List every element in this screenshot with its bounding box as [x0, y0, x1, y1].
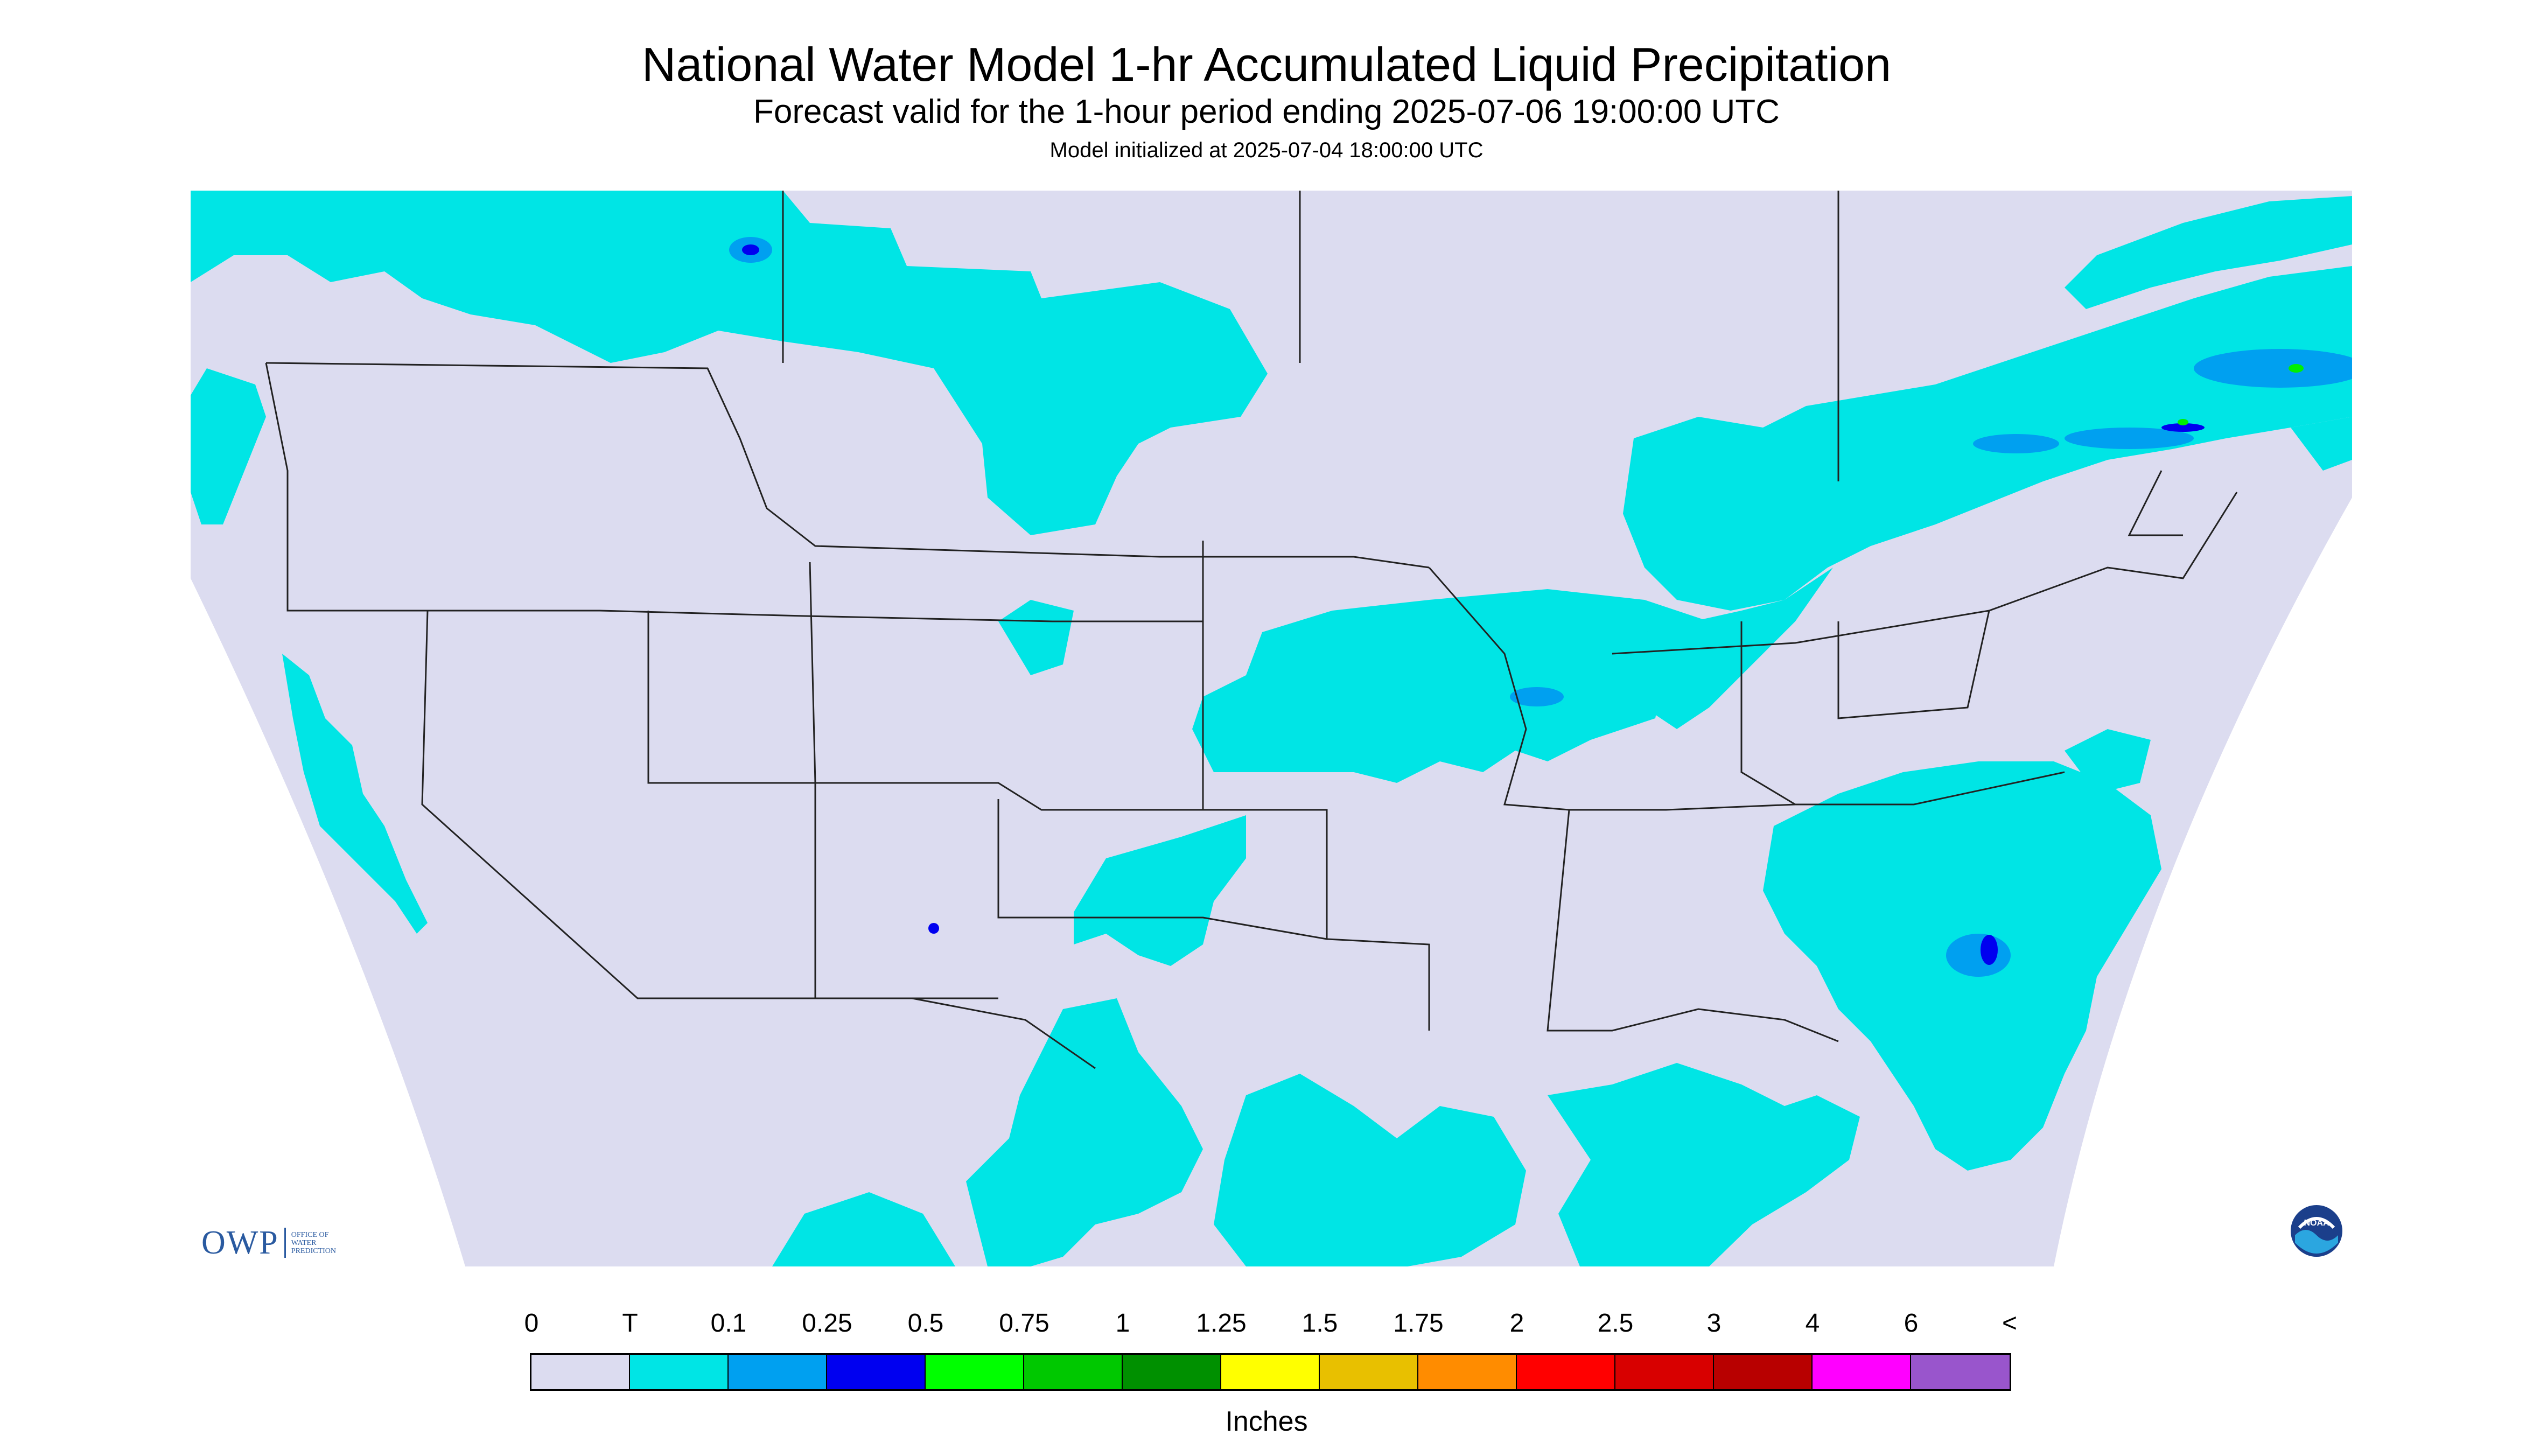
model-init-time: Model initialized at 2025-07-04 18:00:00…	[1049, 138, 1484, 162]
colorbar-cell	[1221, 1355, 1320, 1389]
colorbar-tick-label: 1.5	[1302, 1309, 1338, 1338]
owp-logo-separator	[284, 1228, 286, 1258]
colorbar-cell	[827, 1355, 926, 1389]
colorbar-tick-label: 6	[1904, 1309, 1919, 1338]
colorbar-cell	[1024, 1355, 1123, 1389]
colorbar-tick-label: 0.1	[710, 1309, 747, 1338]
colorbar-tick-label: 1.75	[1393, 1309, 1444, 1338]
colorbar-cell	[1517, 1355, 1615, 1389]
colorbar-tick-label: 1	[1115, 1309, 1130, 1338]
precip-blue	[742, 244, 2205, 965]
colorbar-tick-label: 2.5	[1597, 1309, 1634, 1338]
svg-text:NOAA: NOAA	[2304, 1219, 2329, 1228]
colorbar-units: Inches	[1225, 1406, 1308, 1437]
precip-light-blue	[729, 237, 2352, 977]
map-subtitle: Forecast valid for the 1-hour period end…	[753, 93, 1780, 130]
precip-trace-areas	[191, 191, 2352, 1266]
noaa-logo-icon: NOAA	[2291, 1205, 2342, 1257]
colorbar-cell	[1615, 1355, 1714, 1389]
owp-logo-text: OWP	[201, 1224, 279, 1261]
colorbar-tick-label: <	[2002, 1309, 2018, 1338]
colorbar-cell	[531, 1355, 630, 1389]
state-boundaries	[265, 191, 2238, 1069]
colorbar-cell	[1418, 1355, 1517, 1389]
colorbar-tick-label: 4	[1805, 1309, 1820, 1338]
owp-logo: OWP Office of Water Prediction	[201, 1223, 336, 1262]
colorbar-cell	[729, 1355, 827, 1389]
colorbar-tick-label: 0	[524, 1309, 539, 1338]
colorbar-cell	[926, 1355, 1024, 1389]
colorbar-cell	[630, 1355, 729, 1389]
colorbar-cell	[1813, 1355, 1911, 1389]
colorbar-tick-label: 0.25	[802, 1309, 852, 1338]
colorbar-tick-label: 2	[1509, 1309, 1524, 1338]
colorbar-cell	[1714, 1355, 1813, 1389]
colorbar-tick-label: 0.5	[907, 1309, 944, 1338]
colorbar-tick-label: 3	[1706, 1309, 1722, 1338]
precip-green	[2178, 364, 2304, 425]
colorbar-tick-label: T	[622, 1309, 638, 1338]
colorbar-tick-label: 1.25	[1196, 1309, 1247, 1338]
colorbar	[530, 1353, 2011, 1391]
colorbar-cell	[1911, 1355, 2010, 1389]
map-title: National Water Model 1-hr Accumulated Li…	[641, 38, 1892, 91]
colorbar-tick-label: 0.75	[999, 1309, 1049, 1338]
precipitation-map	[191, 191, 2352, 1266]
owp-logo-subtext: Office of Water Prediction	[291, 1230, 337, 1255]
colorbar-cell	[1320, 1355, 1418, 1389]
colorbar-cell	[1123, 1355, 1221, 1389]
